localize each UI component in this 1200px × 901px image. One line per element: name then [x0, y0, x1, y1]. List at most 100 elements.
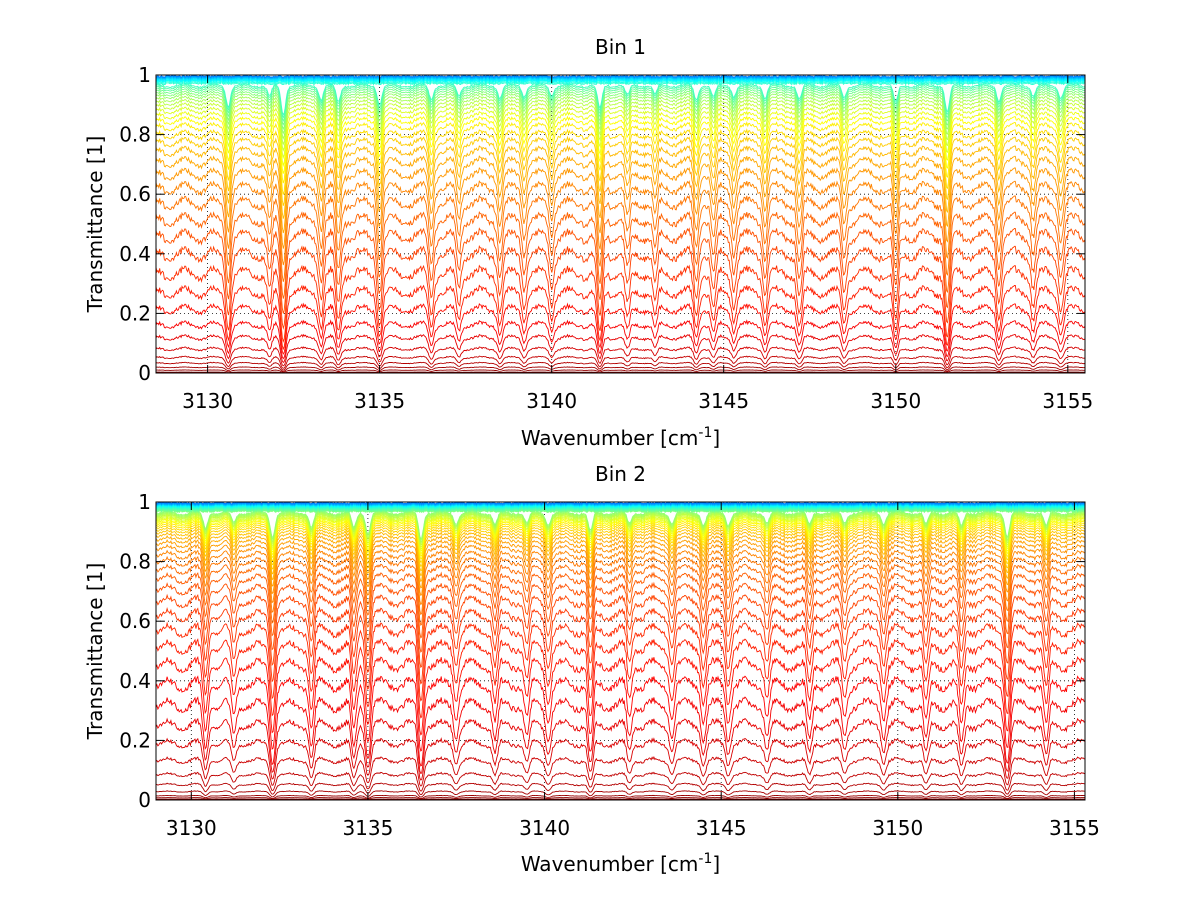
transmittance-series-line [155, 361, 1086, 371]
transmittance-series-line [155, 514, 1086, 548]
transmittance-series-line [155, 523, 1086, 563]
transmittance-series-line [155, 180, 1086, 266]
transmittance-series-line [155, 521, 1086, 560]
x-axis-label-main: Wavenumber [cm [521, 852, 699, 876]
x-tick-label: 3155 [1042, 389, 1093, 413]
transmittance-series-line [155, 369, 1085, 373]
transmittance-series-line [155, 737, 1086, 781]
transmittance-series-line [155, 519, 1086, 557]
transmittance-series-line [155, 75, 1086, 80]
transmittance-series-line [155, 655, 1086, 736]
transmittance-series-line [155, 115, 1086, 174]
y-tick-label: 1 [138, 490, 151, 514]
transmittance-series-line [155, 606, 1086, 685]
y-tick-labels: 0 0.2 0.4 0.6 0.8 1 [119, 490, 151, 812]
x-tick-label: 3135 [354, 389, 405, 413]
transmittance-series-line [155, 797, 1085, 800]
transmittance-series-line [155, 79, 1086, 84]
transmittance-series-line [155, 87, 1086, 126]
transmittance-series-line [155, 101, 1086, 152]
x-tick-label: 3150 [870, 389, 921, 413]
x-tick-labels: 3130 3135 3140 3145 3150 3155 [182, 389, 1093, 413]
transmittance-series-line [155, 366, 1086, 372]
y-tick-label: 0 [138, 361, 151, 385]
transmittance-series-line [155, 120, 1086, 184]
transmittance-series-line [155, 302, 1086, 355]
x-tick-label: 3145 [698, 389, 749, 413]
x-tick-label: 3145 [696, 816, 747, 840]
y-tick-labels: 0 0.2 0.4 0.6 0.8 1 [119, 63, 151, 385]
series-group [155, 74, 1086, 374]
x-axis-label: Wavenumber [cm-1] [521, 851, 720, 876]
y-tick-label: 1 [138, 63, 151, 87]
transmittance-series-line [155, 78, 1086, 83]
transmittance-series-line [155, 510, 1086, 541]
y-tick-label: 0 [138, 788, 151, 812]
x-tick-label: 3130 [182, 389, 233, 413]
transmittance-series-line [155, 593, 1086, 669]
transmittance-series-line [155, 518, 1086, 554]
transmittance-series-line [155, 771, 1086, 792]
y-tick-label: 0.6 [119, 609, 151, 633]
transmittance-series-line [155, 154, 1086, 234]
x-tick-label: 3130 [166, 816, 217, 840]
transmittance-series-line [155, 638, 1086, 719]
x-tick-label: 3150 [872, 816, 923, 840]
tick-marks [156, 74, 1085, 374]
transmittance-series-line [155, 90, 1086, 131]
transmittance-series-line [155, 210, 1086, 299]
subplot-bin-2: Bin 2 3130 3135 3140 3145 3150 3155 0 0.2 0.4 0.… [83, 462, 1100, 876]
transmittance-series-line [155, 528, 1086, 572]
transmittance-series-line [155, 549, 1086, 606]
transmittance-series-line [155, 501, 1086, 505]
transmittance-series-line [155, 790, 1086, 798]
transmittance-series-line [155, 76, 1086, 81]
transmittance-series-line [155, 534, 1086, 583]
chart-title: Bin 2 [595, 462, 646, 486]
transmittance-series-line [155, 794, 1085, 799]
y-tick-label: 0.2 [119, 301, 151, 325]
transmittance-series-line [155, 531, 1086, 577]
transmittance-series-line [155, 74, 1086, 78]
x-axis-label-end: ] [712, 426, 720, 450]
transmittance-series-line [155, 581, 1086, 653]
transmittance-series-line [155, 105, 1086, 160]
transmittance-series-line [155, 95, 1086, 140]
transmittance-series-line [155, 696, 1086, 767]
x-axis-label-end: ] [712, 852, 720, 876]
transmittance-series-line [155, 621, 1086, 702]
transmittance-series-line [155, 81, 1086, 86]
transmittance-series-line [155, 194, 1086, 282]
x-axis-label-superscript: -1 [698, 851, 712, 867]
subplot-bin-1: Bin 1 3130 3135 3140 3145 3150 3155 0 0.2 0.4 0.… [83, 35, 1093, 450]
x-tick-label: 3140 [519, 816, 570, 840]
transmittance-series-line [155, 755, 1086, 787]
transmittance-series-line [155, 525, 1086, 568]
chart-title: Bin 1 [595, 35, 646, 59]
y-axis-label: Transmittance [1] [83, 136, 107, 314]
transmittance-series-line [155, 245, 1086, 330]
transmittance-series-line [155, 76, 1086, 80]
x-axis-label-superscript: -1 [698, 425, 712, 441]
transmittance-series-line [155, 675, 1086, 752]
x-tick-labels: 3130 3135 3140 3145 3150 3155 [166, 816, 1100, 840]
y-tick-label: 0.4 [119, 242, 151, 266]
x-tick-label: 3155 [1049, 816, 1100, 840]
transmittance-series-line [155, 284, 1086, 351]
y-tick-label: 0.4 [119, 669, 151, 693]
y-tick-label: 0.2 [119, 728, 151, 752]
transmittance-series-line [155, 264, 1086, 343]
transmittance-series-line [155, 716, 1086, 775]
transmittance-series-line [155, 562, 1086, 626]
axes-frame [155, 74, 1086, 374]
transmittance-series-line [155, 144, 1086, 219]
transmittance-series-line [155, 110, 1086, 168]
transmittance-series-line [155, 92, 1086, 135]
transmittance-series-line [155, 166, 1086, 249]
transmittance-series-line [155, 319, 1086, 360]
transmittance-series-line [155, 77, 1086, 82]
y-tick-label: 0.6 [119, 182, 151, 206]
transmittance-series-line [155, 84, 1086, 119]
axes-frame [155, 501, 1086, 801]
